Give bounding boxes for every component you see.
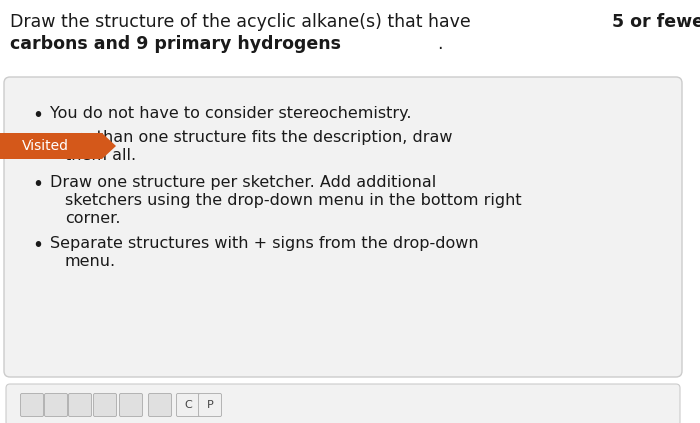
FancyBboxPatch shape — [120, 393, 143, 417]
Polygon shape — [0, 133, 116, 159]
Text: •: • — [32, 175, 43, 194]
FancyBboxPatch shape — [176, 393, 200, 417]
FancyBboxPatch shape — [6, 384, 680, 423]
FancyBboxPatch shape — [69, 393, 92, 417]
Text: •: • — [32, 106, 43, 125]
FancyBboxPatch shape — [4, 77, 682, 377]
FancyBboxPatch shape — [148, 393, 172, 417]
Text: 5 or fewer: 5 or fewer — [612, 13, 700, 31]
Text: corner.: corner. — [65, 211, 120, 226]
FancyBboxPatch shape — [199, 393, 221, 417]
Text: You do not have to consider stereochemistry.: You do not have to consider stereochemis… — [50, 106, 412, 121]
Text: them all.: them all. — [65, 148, 136, 163]
Text: C: C — [184, 400, 192, 410]
Text: Draw one structure per sketcher. Add additional: Draw one structure per sketcher. Add add… — [50, 175, 436, 190]
Text: Draw the structure of the acyclic alkane(s) that have: Draw the structure of the acyclic alkane… — [10, 13, 476, 31]
Text: Visited: Visited — [22, 139, 69, 153]
FancyBboxPatch shape — [45, 393, 67, 417]
FancyBboxPatch shape — [20, 393, 43, 417]
Text: P: P — [206, 400, 214, 410]
Text: •: • — [32, 130, 43, 149]
Text: sketchers using the drop-down menu in the bottom right: sketchers using the drop-down menu in th… — [65, 193, 522, 208]
Text: menu.: menu. — [65, 254, 116, 269]
FancyBboxPatch shape — [94, 393, 116, 417]
Text: more than one structure fits the description, draw: more than one structure fits the descrip… — [50, 130, 452, 145]
Text: carbons and 9 primary hydrogens: carbons and 9 primary hydrogens — [10, 35, 341, 53]
Text: .: . — [437, 35, 442, 53]
Text: Separate structures with + signs from the drop-down: Separate structures with + signs from th… — [50, 236, 479, 251]
Text: •: • — [32, 236, 43, 255]
